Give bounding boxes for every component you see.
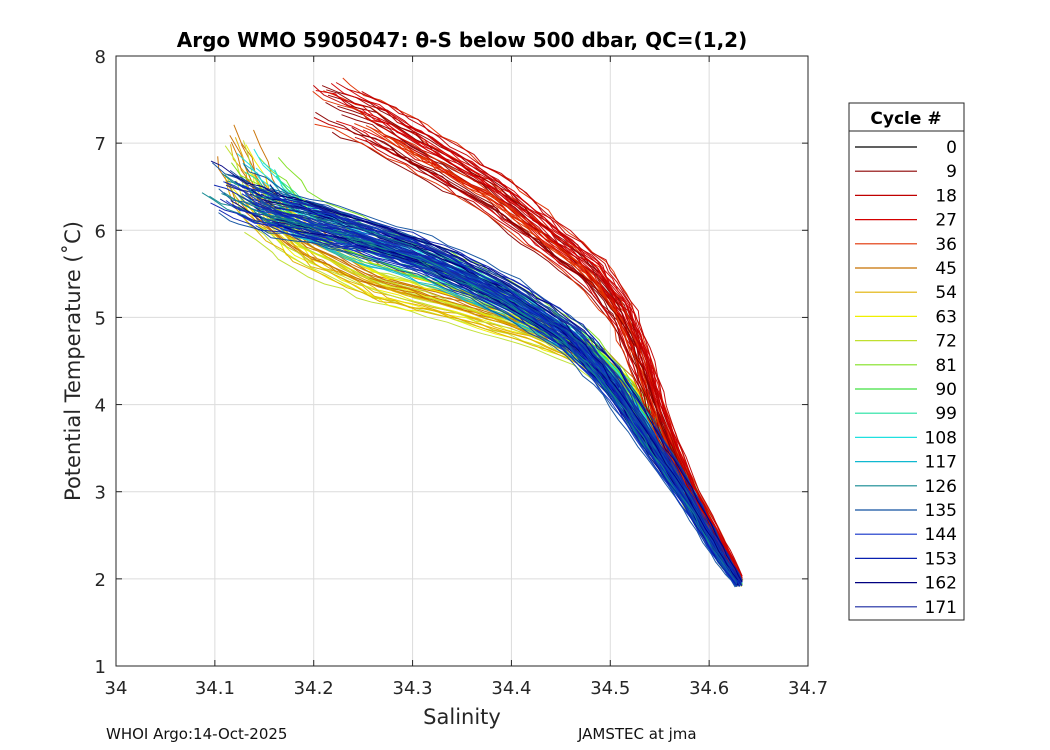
profile-line [365,118,741,579]
chart-title: Argo WMO 5905047: θ-S below 500 dbar, QC… [177,28,747,52]
y-tick-label: 6 [95,221,106,242]
legend: Cycle # 0 9 18 27 36 45 54 63 72 81 90 99 108 117 126 1… [848,102,965,621]
footer-credit-left: WHOI Argo:14-Oct-2025 [106,725,288,743]
legend-label: 135 [925,501,957,521]
y-tick-label: 2 [95,570,106,591]
legend-label: 45 [935,259,957,279]
x-tick-label: 34.4 [491,678,531,699]
legend-label: 81 [935,356,957,376]
x-tick-label: 34.1 [195,678,235,699]
x-tick-label: 34.6 [689,678,729,699]
y-axis-label: Potential Temperature (˚C) [61,221,85,501]
profile-line [268,225,737,586]
legend-label: 108 [925,428,957,448]
legend-label: 144 [925,525,957,545]
legend-label: 18 [935,186,957,206]
legend-label: 63 [935,307,957,327]
profile-line [237,213,736,586]
legend-entries: 0 9 18 27 36 45 54 63 72 81 90 99 108 117 126 135 144 153… [855,138,957,618]
legend-label: 27 [935,211,957,231]
legend-label: 126 [925,477,957,497]
legend-label: 99 [935,404,957,424]
profile-line [401,123,743,578]
x-tick-label: 34.3 [393,678,433,699]
x-tick-label: 34.2 [294,678,334,699]
y-tick-label: 4 [95,396,106,417]
legend-title: Cycle # [870,109,941,129]
x-axis-label: Salinity [423,705,501,729]
plot-frame [115,55,809,667]
y-tick-label: 3 [95,483,106,504]
profile-line [257,210,737,585]
profile-line [335,82,742,577]
legend-label: 36 [935,235,957,255]
profile-line [218,212,736,588]
legend-label: 72 [935,332,957,352]
legend-label: 171 [925,598,957,618]
legend-label: 90 [935,380,957,400]
y-tick-label: 8 [95,47,106,68]
y-tick-label: 5 [95,308,106,329]
profile-line [253,194,738,583]
legend-label: 117 [925,453,957,473]
y-tick-label: 7 [95,134,106,155]
legend-label: 162 [925,574,957,594]
legend-label: 153 [925,549,957,569]
profile-line [210,160,739,581]
legend-label: 9 [946,162,957,182]
profile-curves [201,77,744,588]
x-tick-label: 34.5 [590,678,630,699]
profile-line [281,202,742,583]
legend-label: 54 [935,283,957,303]
profile-line [361,91,743,577]
x-tick-label: 34 [105,678,128,699]
y-tick-label: 1 [95,657,106,678]
legend-label: 0 [946,138,957,158]
footer-credit-right: JAMSTEC at jma [578,725,697,743]
x-tick-label: 34.7 [788,678,828,699]
